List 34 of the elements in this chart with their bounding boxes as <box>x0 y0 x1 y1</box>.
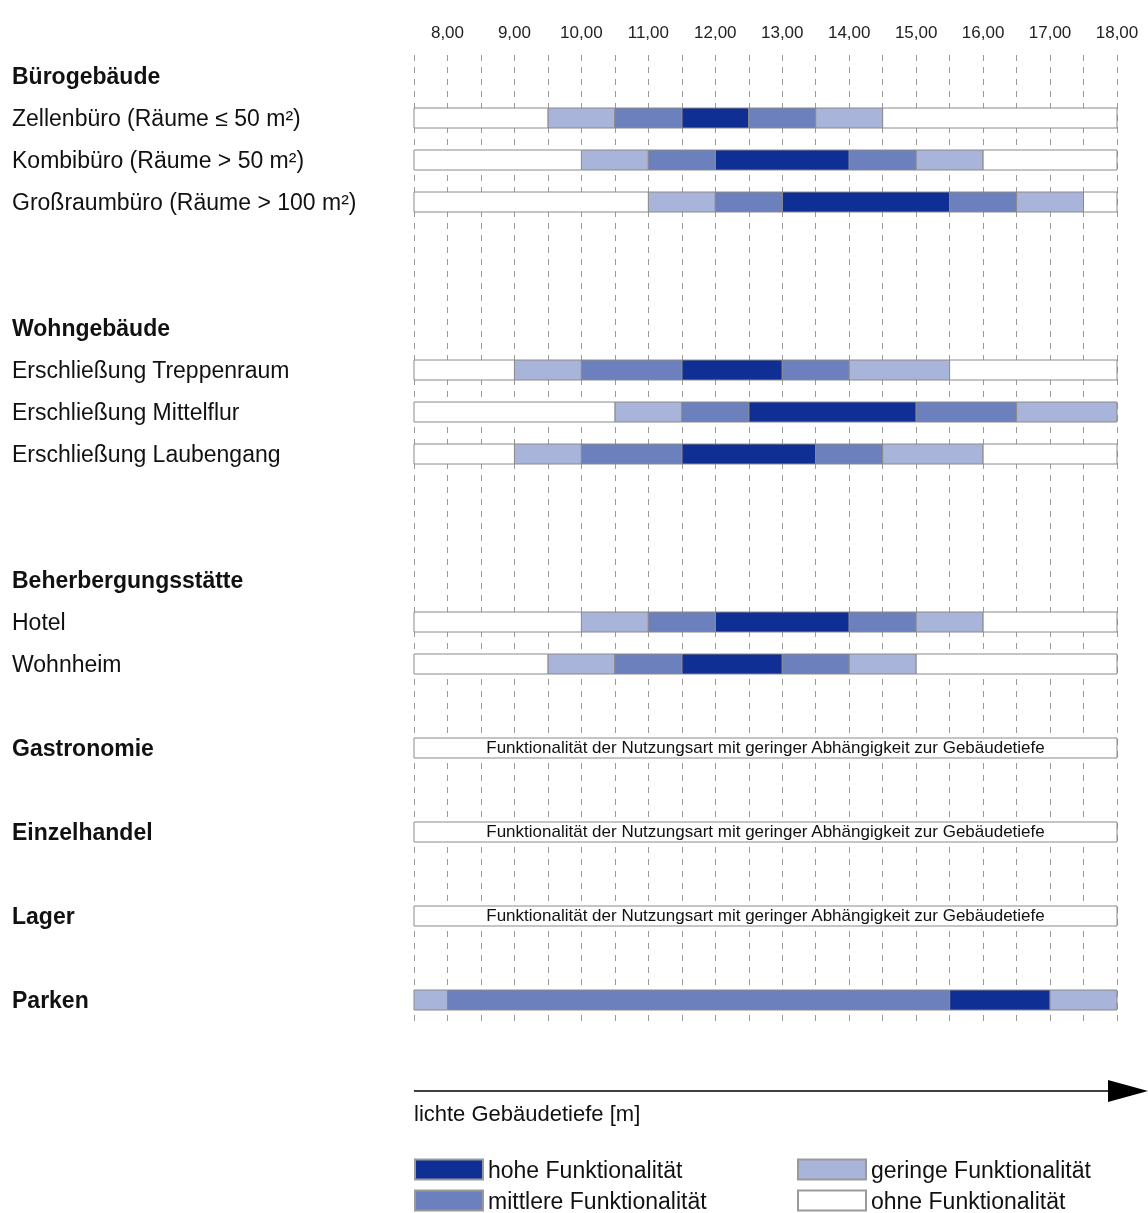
x-tick-label: 16,00 <box>961 23 1005 42</box>
y-tick-label: Parken <box>12 987 89 1013</box>
x-tick-label: 10,00 <box>560 23 603 42</box>
y-tick-label: Erschließung Treppenraum <box>12 357 290 383</box>
x-tick-label: 15,00 <box>894 23 938 42</box>
y-tick-label: Wohnheim <box>12 651 122 677</box>
annotation: Funktionalität der Nutzungsart mit geringer Abhängigkeit zur Gebäudetiefe <box>486 905 1045 925</box>
x-tick-label: 9,00 <box>497 23 531 42</box>
y-tick-label: Hotel <box>12 609 66 635</box>
y-tick-label: Beherbergungsstätte <box>12 567 244 593</box>
y-tick-label: Wohngebäude <box>12 315 171 341</box>
legend-label: geringe Funktionalität <box>871 1156 1092 1183</box>
y-tick-label: Gastronomie <box>12 735 154 761</box>
y-tick-label: Erschließung Mittelflur <box>12 399 240 425</box>
x-tick-label: 12,00 <box>694 23 737 42</box>
y-tick-label: Zellenbüro (Räume ≤ 50 m²) <box>12 105 301 131</box>
x-tick-label: 11,00 <box>627 23 669 42</box>
x-tick-label: 13,00 <box>760 23 804 42</box>
y-tick-label: Einzelhandel <box>12 819 153 845</box>
y-tick-label: Großraumbüro (Räume > 100 m²) <box>12 189 357 215</box>
y-tick-label: Lager <box>12 903 75 929</box>
annotation: Funktionalität der Nutzungsart mit geringer Abhängigkeit zur Gebäudetiefe <box>486 737 1045 757</box>
x-tick-label: 8,00 <box>430 23 465 42</box>
legend-label: mittlere Funktionalität <box>488 1187 708 1213</box>
x-tick-label: 18,00 <box>1095 23 1139 42</box>
x-axis-title: lichte Gebäudetiefe [m] <box>414 1100 641 1126</box>
y-tick-label: Kombibüro (Räume > 50 m²) <box>12 147 305 173</box>
x-tick-label: 17,00 <box>1028 23 1072 42</box>
y-tick-label: Bürogebäude <box>12 63 161 89</box>
y-tick-label: Erschließung Laubengang <box>12 441 281 467</box>
legend-label: ohne Funktionalität <box>871 1187 1066 1213</box>
legend-label: hohe Funktionalität <box>488 1156 683 1183</box>
annotation: Funktionalität der Nutzungsart mit geringer Abhängigkeit zur Gebäudetiefe <box>486 821 1045 841</box>
x-tick-label: 14,00 <box>827 23 871 42</box>
